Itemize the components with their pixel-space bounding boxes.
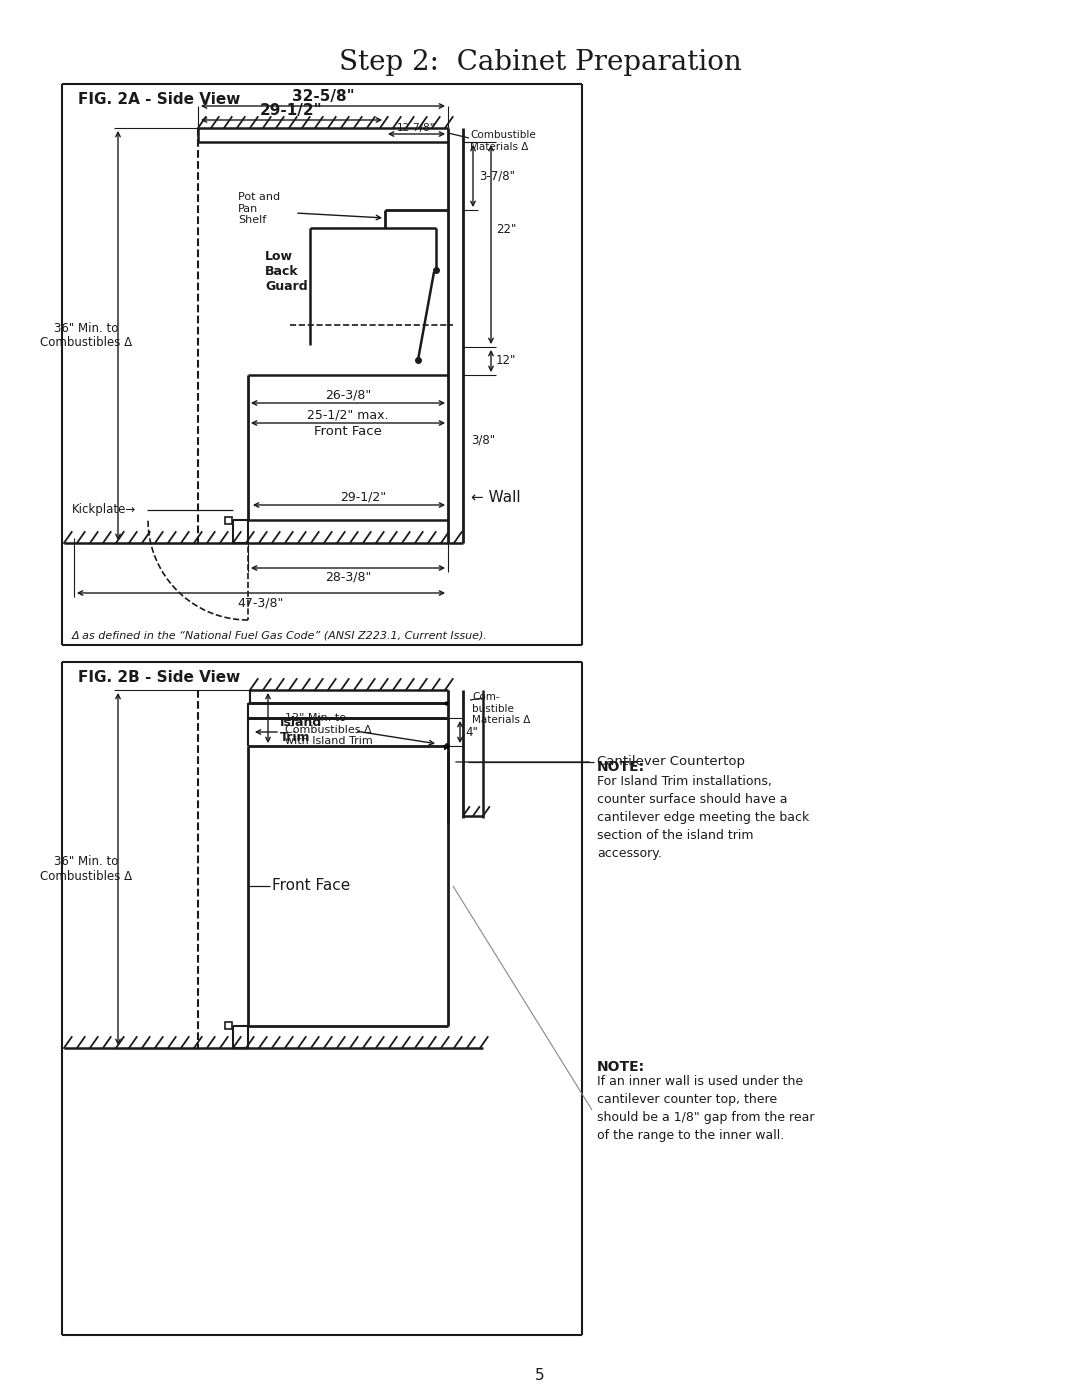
Text: 12-7/8": 12-7/8" [397, 123, 435, 133]
Text: For Island Trim installations,
counter surface should have a
cantilever edge mee: For Island Trim installations, counter s… [597, 775, 809, 861]
Text: Pot and
Pan
Shelf: Pot and Pan Shelf [238, 191, 280, 225]
Text: 12" Min. to
Combustibles Δ
with Island Trim: 12" Min. to Combustibles Δ with Island T… [285, 712, 373, 746]
Text: 32-5/8": 32-5/8" [292, 89, 354, 103]
Text: 36" Min. to
Combustibles Δ: 36" Min. to Combustibles Δ [40, 321, 132, 349]
Text: 47-3/8": 47-3/8" [238, 597, 284, 609]
Text: ← Wall: ← Wall [471, 490, 521, 506]
Text: 29-1/2": 29-1/2" [340, 490, 386, 503]
Text: Front Face: Front Face [272, 879, 350, 894]
Text: Kickplate→: Kickplate→ [72, 503, 136, 517]
Text: 3-7/8": 3-7/8" [480, 169, 515, 183]
Text: FIG. 2A - Side View: FIG. 2A - Side View [78, 92, 241, 108]
Text: 36" Min. to
Combustibles Δ: 36" Min. to Combustibles Δ [40, 855, 132, 883]
Text: Low
Back
Guard: Low Back Guard [265, 250, 308, 293]
Text: Δ as defined in the “National Fuel Gas Code” (ANSI Z223.1, Current Issue).: Δ as defined in the “National Fuel Gas C… [72, 630, 488, 640]
Text: 4": 4" [465, 725, 477, 739]
Text: Front Face: Front Face [314, 425, 382, 439]
Text: Step 2:  Cabinet Preparation: Step 2: Cabinet Preparation [339, 49, 741, 75]
Text: 5: 5 [536, 1368, 544, 1383]
Bar [225, 1023, 232, 1030]
Text: Island
Trim: Island Trim [280, 717, 322, 745]
Text: NOTE:: NOTE: [597, 760, 645, 774]
Text: Com-
bustible
Materials Δ: Com- bustible Materials Δ [472, 692, 530, 725]
Text: NOTE:: NOTE: [597, 1060, 645, 1074]
Bar [225, 517, 232, 524]
Text: 22": 22" [496, 224, 516, 236]
Text: 26-3/8": 26-3/8" [325, 388, 372, 401]
Text: 29-1/2": 29-1/2" [260, 103, 323, 117]
Text: Cantilever Countertop: Cantilever Countertop [597, 756, 745, 768]
Text: 12": 12" [496, 355, 516, 367]
Text: Combustible
Materials Δ: Combustible Materials Δ [470, 130, 536, 152]
Text: 3/8": 3/8" [471, 433, 495, 447]
Text: FIG. 2B - Side View: FIG. 2B - Side View [78, 671, 240, 686]
Text: 25-1/2" max.: 25-1/2" max. [307, 408, 389, 420]
Text: If an inner wall is used under the
cantilever counter top, there
should be a 1/8: If an inner wall is used under the canti… [597, 1076, 814, 1141]
Text: 28-3/8": 28-3/8" [325, 571, 372, 584]
